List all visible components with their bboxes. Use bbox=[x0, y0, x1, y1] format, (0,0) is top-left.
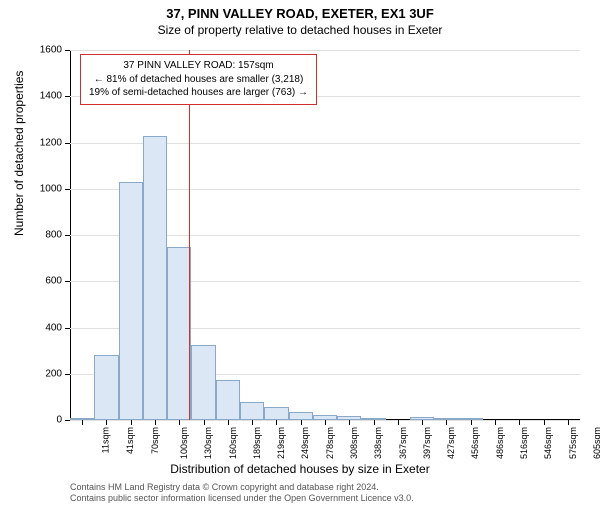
x-tick-mark bbox=[131, 420, 132, 425]
x-tick-mark bbox=[568, 420, 569, 425]
y-tick-mark bbox=[65, 96, 70, 97]
y-tick-mark bbox=[65, 281, 70, 282]
histogram-bar bbox=[240, 402, 264, 421]
x-tick-label: 41sqm bbox=[125, 427, 135, 454]
footer-line-2: Contains public sector information licen… bbox=[70, 493, 414, 504]
x-tick-label: 100sqm bbox=[179, 427, 189, 459]
y-tick-mark bbox=[65, 235, 70, 236]
histogram-bar bbox=[216, 380, 240, 420]
x-axis-label: Distribution of detached houses by size … bbox=[0, 462, 600, 476]
y-tick-mark bbox=[65, 50, 70, 51]
x-tick-mark bbox=[155, 420, 156, 425]
x-tick-mark bbox=[204, 420, 205, 425]
x-tick-label: 249sqm bbox=[300, 427, 310, 459]
x-tick-mark bbox=[228, 420, 229, 425]
x-tick-label: 308sqm bbox=[349, 427, 359, 459]
x-tick-mark bbox=[544, 420, 545, 425]
x-tick-label: 189sqm bbox=[252, 427, 262, 459]
histogram-bar bbox=[167, 247, 191, 420]
x-tick-mark bbox=[106, 420, 107, 425]
x-tick-mark bbox=[179, 420, 180, 425]
y-tick-label: 1600 bbox=[22, 45, 62, 56]
annotation-box: 37 PINN VALLEY ROAD: 157sqm← 81% of deta… bbox=[80, 54, 317, 105]
x-tick-label: 456sqm bbox=[470, 427, 480, 459]
histogram-bar bbox=[289, 412, 313, 420]
x-tick-label: 367sqm bbox=[398, 427, 408, 459]
x-tick-mark bbox=[398, 420, 399, 425]
footer-line-1: Contains HM Land Registry data © Crown c… bbox=[70, 482, 414, 493]
x-tick-label: 575sqm bbox=[568, 427, 578, 459]
x-tick-label: 160sqm bbox=[228, 427, 238, 459]
x-tick-label: 427sqm bbox=[446, 427, 456, 459]
x-tick-mark bbox=[422, 420, 423, 425]
x-tick-label: 11sqm bbox=[101, 427, 111, 453]
x-tick-label: 338sqm bbox=[373, 427, 383, 459]
x-tick-mark bbox=[446, 420, 447, 425]
y-tick-mark bbox=[65, 143, 70, 144]
y-tick-label: 200 bbox=[22, 368, 62, 379]
y-tick-mark bbox=[65, 374, 70, 375]
x-tick-label: 486sqm bbox=[495, 427, 505, 459]
y-tick-mark bbox=[65, 328, 70, 329]
y-tick-label: 800 bbox=[22, 230, 62, 241]
chart-subtitle: Size of property relative to detached ho… bbox=[0, 23, 600, 37]
histogram-bar bbox=[264, 407, 288, 420]
histogram-bar bbox=[119, 182, 143, 420]
y-tick-label: 400 bbox=[22, 322, 62, 333]
y-tick-mark bbox=[65, 420, 70, 421]
x-tick-mark bbox=[349, 420, 350, 425]
y-tick-label: 0 bbox=[22, 415, 62, 426]
x-tick-mark bbox=[252, 420, 253, 425]
footer-attribution: Contains HM Land Registry data © Crown c… bbox=[70, 482, 414, 504]
x-tick-label: 278sqm bbox=[325, 427, 335, 459]
annotation-line: 19% of semi-detached houses are larger (… bbox=[89, 86, 308, 100]
histogram-bar bbox=[191, 345, 215, 420]
x-tick-mark bbox=[495, 420, 496, 425]
y-tick-mark bbox=[65, 189, 70, 190]
x-tick-mark bbox=[82, 420, 83, 425]
x-tick-mark bbox=[276, 420, 277, 425]
histogram-bar bbox=[143, 136, 167, 420]
annotation-line: ← 81% of detached houses are smaller (3,… bbox=[89, 73, 308, 87]
x-tick-mark bbox=[374, 420, 375, 425]
y-tick-label: 1000 bbox=[22, 183, 62, 194]
x-tick-mark bbox=[325, 420, 326, 425]
chart-title: 37, PINN VALLEY ROAD, EXETER, EX1 3UF bbox=[0, 6, 600, 21]
x-tick-label: 516sqm bbox=[519, 427, 529, 459]
marker-line bbox=[189, 50, 190, 420]
x-tick-label: 397sqm bbox=[422, 427, 432, 459]
x-tick-mark bbox=[519, 420, 520, 425]
x-tick-label: 70sqm bbox=[150, 427, 160, 454]
grid-line bbox=[70, 50, 580, 51]
x-tick-mark bbox=[471, 420, 472, 425]
x-tick-mark bbox=[301, 420, 302, 425]
histogram-bar bbox=[94, 355, 118, 420]
annotation-line: 37 PINN VALLEY ROAD: 157sqm bbox=[89, 59, 308, 73]
y-tick-label: 1200 bbox=[22, 137, 62, 148]
x-tick-label: 546sqm bbox=[543, 427, 553, 459]
x-tick-label: 130sqm bbox=[203, 427, 213, 459]
x-tick-label: 219sqm bbox=[276, 427, 286, 459]
y-tick-label: 1400 bbox=[22, 91, 62, 102]
x-tick-label: 605sqm bbox=[592, 427, 600, 459]
plot-area: 0200400600800100012001400160011sqm41sqm7… bbox=[70, 50, 580, 420]
chart-container: 37, PINN VALLEY ROAD, EXETER, EX1 3UF Si… bbox=[0, 6, 600, 506]
y-tick-label: 600 bbox=[22, 276, 62, 287]
